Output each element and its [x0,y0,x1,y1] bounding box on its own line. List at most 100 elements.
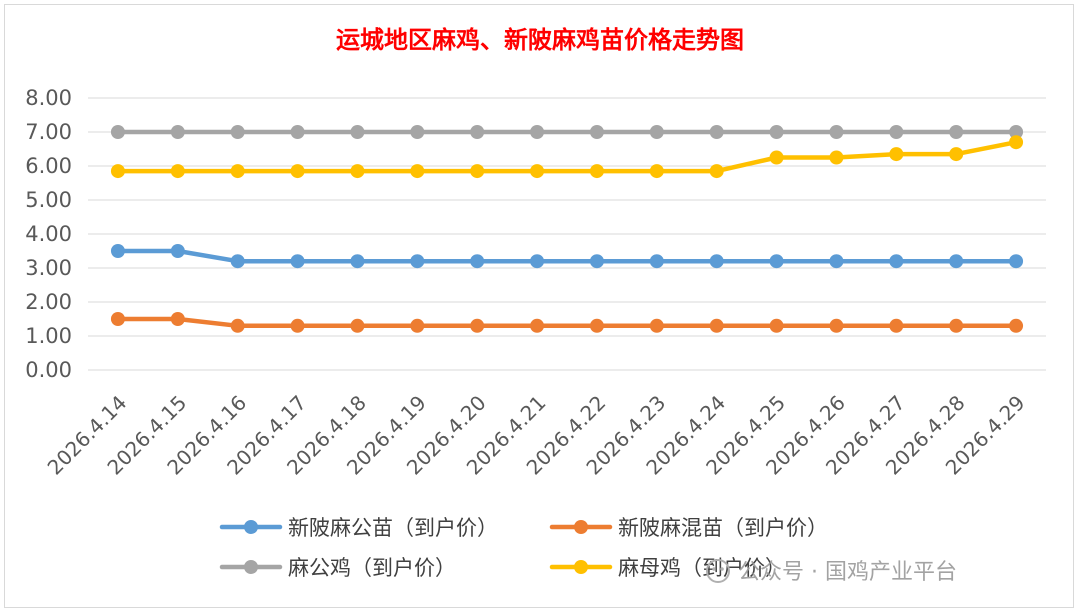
data-point [649,125,664,139]
legend-item[interactable]: 麻公鸡（到户价） [219,556,456,580]
data-point [829,254,844,269]
y-tick-label: 2.00 [25,290,72,314]
legend-marker [244,560,258,574]
data-point [589,164,604,179]
data-point [769,150,784,165]
data-point [470,318,485,333]
series-line [115,248,1019,264]
legend-item[interactable]: 麻母鸡（到户价） [549,556,786,580]
data-point [170,312,185,326]
data-point [170,164,185,179]
legend-item[interactable]: 新陂麻公苗（到户价） [219,516,498,540]
legend-label: 新陂麻混苗（到户价） [618,516,828,540]
data-point [829,318,844,333]
data-point [290,254,305,269]
data-point [769,254,784,269]
data-point [589,318,604,333]
data-point [410,254,425,269]
legend-label: 麻公鸡（到户价） [288,556,456,580]
data-point [889,125,904,139]
data-point [769,318,784,333]
series-lines [110,125,1024,333]
data-point [889,318,904,333]
y-tick-label: 8.00 [25,86,72,110]
data-point [110,164,125,179]
data-point [709,125,724,139]
legend-label: 麻母鸡（到户价） [618,556,786,580]
data-point [350,125,365,139]
y-axis-ticks: 0.00 1.00 2.00 3.00 4.00 5.00 6.00 7.00 8.00 [25,86,72,382]
data-point [769,125,784,139]
data-point [230,164,245,179]
data-point [709,164,724,179]
data-point [949,254,964,269]
data-point [949,125,964,139]
data-point [709,254,724,269]
data-point [1009,125,1024,139]
data-point [530,318,545,333]
gridlines [88,97,1046,371]
data-point [290,318,305,333]
series-line [115,316,1019,329]
data-point [470,164,485,179]
chart-title: 运城地区麻鸡、新陂麻鸡苗价格走势图 [336,25,744,54]
data-point [649,254,664,269]
data-point [110,125,125,139]
data-point [829,125,844,139]
y-tick-label: 5.00 [25,188,72,212]
y-tick-label: 6.00 [25,154,72,178]
series-1 [110,244,1024,269]
data-point [889,147,904,162]
data-point [290,125,305,139]
data-point [230,125,245,139]
data-point [589,254,604,269]
data-point [230,318,245,333]
data-point [470,125,485,139]
data-point [290,164,305,179]
data-point [1009,135,1024,150]
legend-marker [574,560,588,574]
data-point [1009,318,1024,333]
data-point [230,254,245,269]
data-point [530,254,545,269]
data-point [889,254,904,269]
series-3 [110,125,1024,139]
wechat-icon-eye-left [712,567,716,571]
series-2 [110,312,1024,333]
y-tick-label: 1.00 [25,324,72,348]
data-point [589,125,604,139]
data-point [410,164,425,179]
data-point [709,318,724,333]
data-point [1009,254,1024,269]
data-point [470,254,485,269]
data-point [530,125,545,139]
data-point [110,312,125,326]
data-point [350,254,365,269]
watermark: 公众号 · 国鸡产业平台 [706,559,957,585]
data-point [649,318,664,333]
legend: 新陂麻公苗（到户价） 新陂麻混苗（到户价） 麻公鸡（到户价） 麻母鸡（到户价） [219,516,828,580]
y-tick-label: 3.00 [25,256,72,280]
data-point [170,244,185,258]
data-point [949,318,964,333]
wechat-icon-eye-right [720,567,724,571]
data-point [649,164,664,179]
data-point [350,164,365,179]
chart-frame [4,4,1074,608]
data-point [170,125,185,139]
wechat-icon [706,559,730,583]
data-point [350,318,365,333]
y-tick-label: 4.00 [25,222,72,246]
watermark-text: 公众号 · 国鸡产业平台 [738,560,957,585]
data-point [410,125,425,139]
x-axis-ticks: 2026.4.142026.4.152026.4.162026.4.172026… [43,391,1030,480]
series-line [115,139,1019,174]
legend-label: 新陂麻公苗（到户价） [288,516,498,540]
legend-item[interactable]: 新陂麻混苗（到户价） [549,516,828,540]
legend-marker [244,520,258,534]
data-point [110,244,125,258]
y-tick-label: 0.00 [25,358,72,382]
y-tick-label: 7.00 [25,120,72,144]
legend-marker [574,520,588,534]
